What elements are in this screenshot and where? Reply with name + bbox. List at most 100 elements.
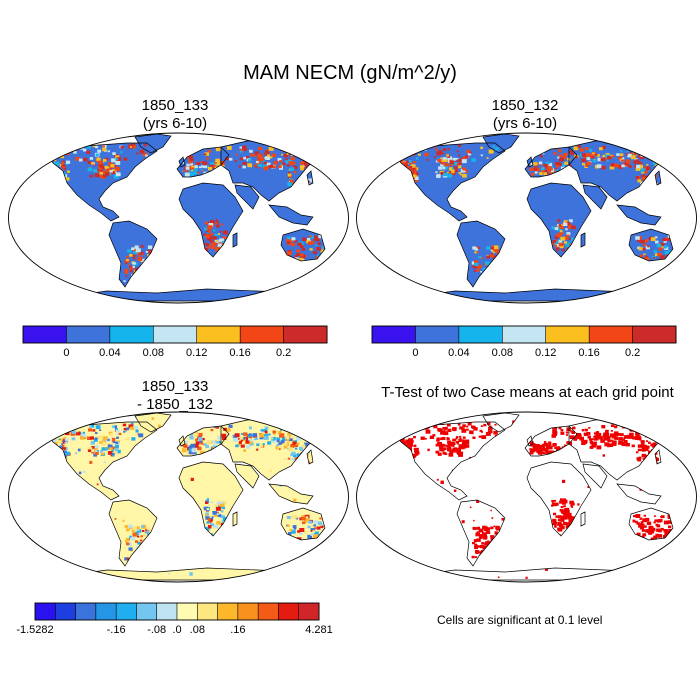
figure-title: MAM NECM (gN/m^2/y) <box>243 62 457 84</box>
colorbar-label: 4.281 <box>305 624 333 636</box>
map-border <box>8 411 349 583</box>
coastline-japan <box>306 170 314 186</box>
colorbar-swatch <box>632 325 677 344</box>
panel-4-title: T-Test of two Case means at each grid po… <box>355 384 700 402</box>
map-panel-difference <box>8 411 349 583</box>
colorbar-swatch <box>501 325 547 344</box>
panel-2-title: 1850_132 (yrs 6-10) <box>360 97 690 133</box>
coastline-nz <box>328 260 334 272</box>
colorbar-label: -1.5282 <box>16 624 54 636</box>
coastline-seasia <box>268 483 314 505</box>
coastline-seasia <box>616 483 662 505</box>
colorbar-panel-1 <box>22 325 328 344</box>
colorbar-swatch <box>176 602 198 621</box>
map-content <box>356 412 697 582</box>
coastline-arabia-india <box>234 184 260 210</box>
colorbar-swatch <box>95 602 117 621</box>
coastline-japan <box>306 449 314 465</box>
colorbar-swatch <box>152 325 198 344</box>
colorbar-label: 0.16 <box>229 347 251 359</box>
coastline-uk <box>178 435 186 447</box>
colorbar-swatch <box>109 325 154 344</box>
coastline-nz <box>676 539 682 551</box>
colorbar-label: .16 <box>230 624 246 636</box>
colorbar-label: -.16 <box>106 624 126 636</box>
colorbar-swatch <box>136 602 158 621</box>
panel-2-title-line1: 1850_132 <box>491 97 559 114</box>
colorbar-panel-2 <box>371 325 677 344</box>
colorbar-swatch <box>75 602 97 621</box>
colorbar-label: 0.12 <box>185 347 208 359</box>
coastline-africa <box>526 182 592 258</box>
colorbar-swatch <box>54 602 77 621</box>
colorbar-swatch <box>66 325 111 344</box>
coastline-japan <box>654 170 662 186</box>
colorbar-label: 0.2 <box>624 347 641 359</box>
coastline-madagascar <box>232 511 238 527</box>
colorbar-swatch <box>298 602 320 621</box>
colorbar-label: 0.2 <box>275 347 292 359</box>
coastline-south-america <box>108 499 158 567</box>
colorbar-swatch <box>415 325 460 344</box>
coastline-africa <box>178 182 244 258</box>
coastline-nz <box>676 260 682 272</box>
coastline-madagascar <box>580 232 586 248</box>
map-border <box>8 132 349 304</box>
colorbar-swatch <box>458 325 503 344</box>
coastline-arabia-india <box>582 184 608 210</box>
coastline-seasia <box>616 204 662 226</box>
coastline-nz <box>328 539 334 551</box>
colorbar-swatch <box>257 602 279 621</box>
coastline-south-america <box>456 220 506 288</box>
map-content <box>356 133 697 303</box>
coastline-south-america <box>108 220 158 288</box>
panel-4-title-line1: T-Test of two Case means at each grid po… <box>381 384 674 401</box>
map-border <box>356 132 697 304</box>
colorbar-swatch <box>196 325 241 344</box>
coastline-north-america <box>394 142 506 222</box>
map-border <box>356 411 697 583</box>
colorbar-swatch <box>371 325 416 344</box>
coastline-africa <box>178 461 244 537</box>
coastline-north-america <box>46 142 158 222</box>
panel-2-title-line2: (yrs 6-10) <box>492 115 558 132</box>
ttest-note: Cells are significant at 0.1 level <box>437 613 603 627</box>
coastline-seasia <box>268 204 314 226</box>
coastline-arabia-india <box>234 463 260 489</box>
colorbar-label: 0.04 <box>448 347 470 359</box>
coastline-australia <box>280 507 326 541</box>
colorbar-label: 0 <box>63 347 70 359</box>
coastline-africa <box>526 461 592 537</box>
map-panel-ttest <box>356 411 697 583</box>
coastline-north-america <box>394 421 506 501</box>
colorbar-label: .0 <box>172 624 182 636</box>
colorbar-label: 0.12 <box>534 347 557 359</box>
coastline-australia <box>628 507 674 541</box>
panel-3-title-line2: - 1850_132 <box>137 396 213 413</box>
coastline-japan <box>654 449 662 465</box>
colorbar-swatch <box>545 325 590 344</box>
colorbar-difference-labels: -1.5282 -.16 -.08 .0 .08 .16 4.281 <box>16 624 332 638</box>
colorbar-panel-1-labels: 0 0.04 0.08 0.12 0.16 0.2 <box>23 347 327 361</box>
colorbar-label: 0.08 <box>142 347 165 359</box>
colorbar-swatch <box>34 602 56 621</box>
colorbar-swatch <box>239 325 285 344</box>
colorbar-label: 0.04 <box>99 347 121 359</box>
colorbar-label: 0.08 <box>491 347 514 359</box>
panel-1-title: 1850_133 (yrs 6-10) <box>10 97 340 133</box>
coastline-madagascar <box>232 232 238 248</box>
colorbar-label: 0 <box>412 347 419 359</box>
map-panel-1850-132 <box>356 132 697 304</box>
map-content <box>8 133 349 303</box>
coastline-madagascar <box>580 511 586 527</box>
colorbar-panel-2-labels: 0 0.04 0.08 0.12 0.16 0.2 <box>372 347 676 361</box>
panel-1-title-line2: (yrs 6-10) <box>142 115 208 132</box>
coastline-arabia-india <box>582 463 608 489</box>
colorbar-swatch <box>217 602 239 621</box>
coastline-south-america <box>456 499 506 567</box>
panel-3-title-line1: 1850_133 <box>141 378 209 395</box>
coastline-australia <box>628 228 674 262</box>
colorbar-swatch <box>588 325 634 344</box>
colorbar-swatch <box>278 602 300 621</box>
coastline-australia <box>280 228 326 262</box>
